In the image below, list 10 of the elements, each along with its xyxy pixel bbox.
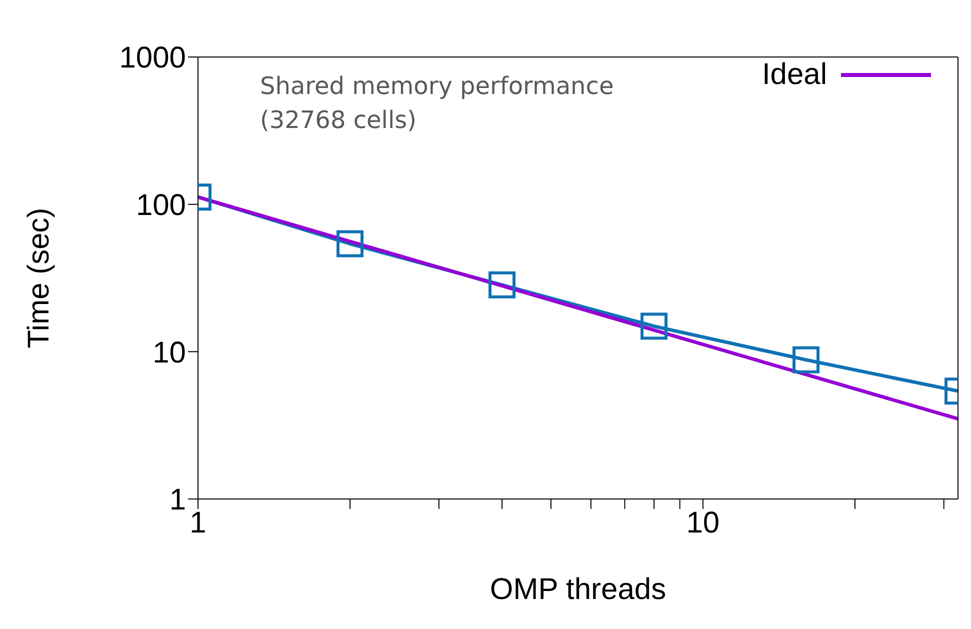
annotation: Shared memory performance (32768 cells) <box>260 71 615 136</box>
legend-label: Ideal <box>762 58 827 92</box>
y-axis-title: Time (sec) <box>22 208 56 348</box>
y-tick-label: 10 <box>152 336 186 370</box>
x-axis-title: OMP threads <box>490 573 666 606</box>
y-tick-label: 1000 <box>119 42 186 75</box>
point <box>640 312 668 340</box>
y-tick-label: 1 <box>169 484 186 517</box>
y-tick-label: 100 <box>136 188 186 222</box>
point <box>488 271 516 298</box>
